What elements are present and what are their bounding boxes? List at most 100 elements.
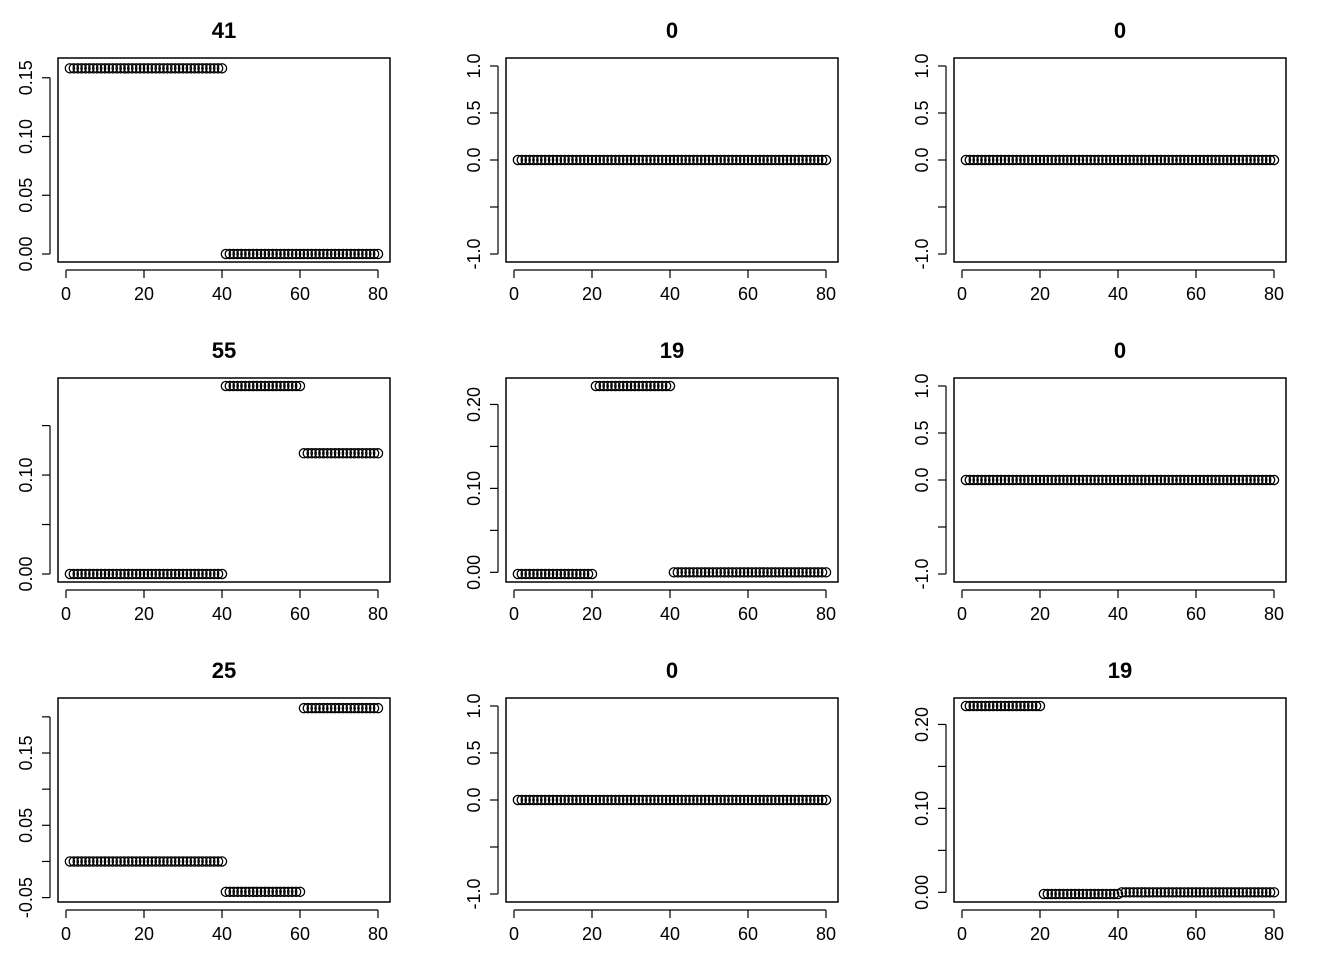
data-point: [762, 154, 773, 166]
x-axis: 0 20 40 60 80: [509, 589, 836, 624]
data-point: [333, 448, 345, 459]
x-tick-label: 20: [1030, 924, 1050, 944]
data-point: [547, 794, 559, 806]
data-point: [306, 702, 317, 714]
data-point: [99, 856, 111, 867]
data-point: [1003, 474, 1015, 486]
data-point: [512, 794, 524, 806]
data-point: [1245, 154, 1256, 166]
data-point: [805, 154, 816, 166]
data-point: [688, 567, 699, 578]
data-point: [578, 154, 590, 166]
data-point: [684, 567, 695, 578]
data-point: [1159, 474, 1171, 486]
data-point: [797, 567, 808, 578]
data-point: [72, 568, 83, 580]
data-point: [1132, 887, 1143, 898]
data-point: [964, 700, 976, 712]
data-point: [629, 794, 641, 806]
data-point: [302, 248, 314, 260]
data-point: [279, 248, 290, 260]
data-point: [699, 794, 711, 806]
y-tick-label: 0.05: [16, 808, 36, 843]
data-point: [364, 248, 376, 260]
data-point: [1077, 474, 1089, 486]
data-point: [1108, 888, 1120, 900]
data-point: [641, 380, 652, 392]
data-point: [197, 568, 208, 580]
data-point: [976, 154, 987, 166]
data-point: [641, 154, 652, 166]
data-point: [111, 568, 122, 580]
data-point: [789, 154, 801, 166]
y-tick-label: 1.0: [464, 693, 484, 718]
data-point: [1245, 474, 1256, 486]
data-point: [672, 154, 684, 166]
data-point: [251, 886, 263, 898]
data-point: [1159, 887, 1171, 898]
data-point: [236, 248, 247, 260]
data-point: [614, 794, 625, 806]
x-tick-label: 20: [134, 284, 154, 304]
data-point: [1054, 474, 1065, 486]
data-point: [279, 380, 290, 392]
data-point: [1058, 154, 1069, 166]
data-point: [263, 886, 275, 898]
data-point: [1046, 154, 1057, 166]
data-point: [812, 794, 824, 806]
data-point: [633, 154, 645, 166]
data-point: [263, 380, 275, 392]
data-point: [349, 448, 360, 459]
data-point: [746, 567, 758, 578]
data-point: [251, 380, 263, 392]
data-point: [1054, 888, 1065, 900]
x-tick-label: 20: [1030, 284, 1050, 304]
data-point: [146, 568, 158, 580]
data-point: [138, 856, 150, 867]
data-point: [653, 380, 664, 392]
data-point: [1132, 474, 1143, 486]
data-point: [777, 794, 789, 806]
data-point: [692, 567, 703, 578]
data-point: [964, 474, 976, 486]
data-point: [532, 568, 543, 580]
data-point: [995, 154, 1007, 166]
data-point: [1108, 474, 1120, 486]
data-point: [1019, 154, 1030, 166]
data-point: [290, 248, 302, 260]
data-point: [1171, 474, 1182, 486]
data-point: [770, 154, 781, 166]
y-axis: 0.00 0.05 0.10 0.15: [16, 60, 51, 272]
data-point: [653, 794, 664, 806]
data-point: [543, 568, 555, 580]
data-point: [637, 154, 648, 166]
data-point: [801, 567, 812, 578]
x-tick-label: 20: [582, 284, 602, 304]
data-point: [1221, 887, 1233, 898]
data-point: [1069, 888, 1081, 900]
data-point: [240, 886, 251, 898]
x-tick-label: 0: [61, 924, 71, 944]
data-point: [1202, 887, 1213, 898]
data-point: [551, 568, 563, 580]
data-point: [734, 567, 746, 578]
data-point: [1194, 887, 1206, 898]
data-point: [275, 248, 286, 260]
data-point: [1233, 474, 1245, 486]
data-point: [1058, 888, 1069, 900]
data-point: [368, 448, 380, 459]
data-point: [980, 154, 991, 166]
data-point: [1167, 887, 1178, 898]
data-point: [1202, 154, 1213, 166]
data-point: [1155, 154, 1167, 166]
data-point: [1023, 154, 1034, 166]
y-tick-label: -1.0: [912, 238, 932, 269]
data-point: [1023, 474, 1034, 486]
data-point: [1062, 154, 1073, 166]
y-tick-label: 0.00: [16, 556, 36, 591]
x-tick-label: 60: [290, 604, 310, 624]
data-point: [960, 154, 972, 166]
data-point: [1140, 887, 1151, 898]
data-point: [127, 856, 138, 867]
data-point: [660, 380, 672, 392]
